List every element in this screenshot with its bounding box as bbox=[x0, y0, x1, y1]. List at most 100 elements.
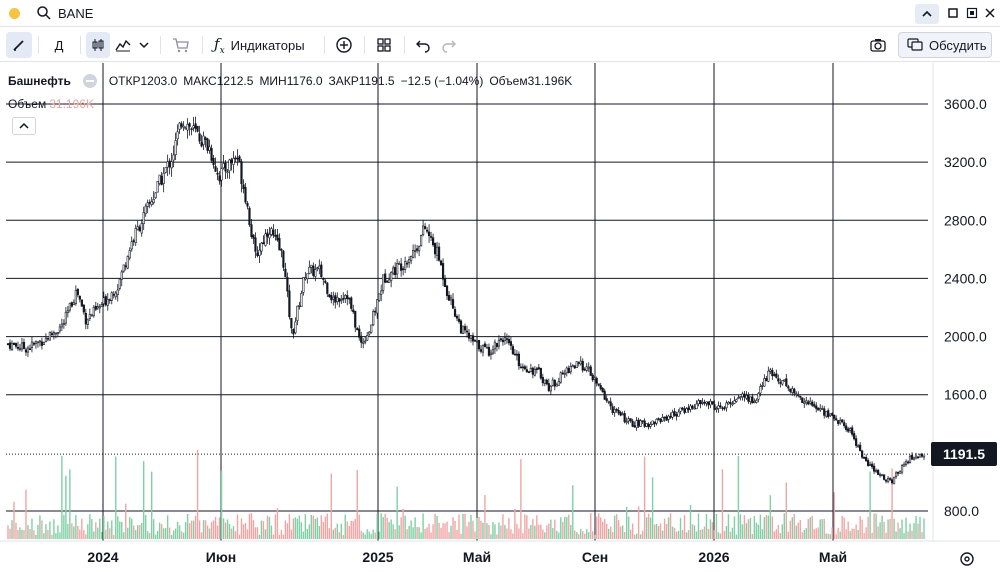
price-chart[interactable]: 3600.0 3200.0 2800.0 2400.0 2000.0 1600.0 800.… bbox=[0, 63, 1000, 572]
candle bbox=[448, 291, 450, 301]
candle bbox=[460, 319, 462, 333]
timeframe-button[interactable]: Д bbox=[46, 32, 72, 58]
volume-bar bbox=[640, 534, 641, 539]
indicators-button[interactable]: ƒx Индикаторы bbox=[210, 32, 318, 58]
candle bbox=[903, 462, 905, 467]
drawing-tool-button[interactable] bbox=[6, 32, 32, 58]
volume-bar bbox=[710, 519, 711, 539]
volume-bar bbox=[832, 527, 833, 539]
volume-bar bbox=[764, 517, 765, 539]
candle bbox=[368, 331, 370, 336]
candle bbox=[778, 375, 780, 385]
volume-bar bbox=[861, 520, 862, 539]
fullscreen-button[interactable] bbox=[964, 5, 980, 21]
volume-bar bbox=[426, 527, 427, 539]
candle bbox=[117, 284, 119, 301]
volume-bar bbox=[229, 524, 230, 539]
candle bbox=[682, 407, 684, 411]
restore-button[interactable] bbox=[945, 5, 961, 21]
volume-bar bbox=[903, 533, 904, 539]
time-tick-label: 2024 bbox=[87, 549, 118, 565]
redo-button[interactable] bbox=[438, 32, 460, 58]
volume-bar bbox=[321, 515, 322, 539]
volume-bar bbox=[865, 527, 866, 539]
candle bbox=[338, 298, 340, 307]
volume-bar bbox=[121, 522, 122, 539]
volume-bar bbox=[632, 524, 633, 539]
volume-bar bbox=[438, 523, 439, 539]
volume-bar bbox=[261, 521, 262, 539]
candle bbox=[410, 255, 412, 264]
volume-bar bbox=[125, 504, 126, 539]
volume-bar bbox=[919, 517, 920, 539]
volume-bar bbox=[139, 525, 140, 539]
area-chart-type-button[interactable] bbox=[112, 32, 134, 58]
candle bbox=[13, 342, 15, 345]
candle bbox=[61, 319, 63, 331]
volume-bar bbox=[87, 524, 88, 539]
volume-bar bbox=[412, 527, 413, 539]
candle bbox=[782, 380, 784, 386]
candle bbox=[27, 346, 29, 357]
volume-bar bbox=[374, 533, 375, 539]
cart-button[interactable] bbox=[168, 32, 194, 58]
area-chart-icon bbox=[115, 37, 131, 53]
volume-bar bbox=[185, 522, 186, 539]
candle bbox=[799, 396, 801, 400]
ticker-symbol[interactable]: BANE bbox=[58, 6, 93, 21]
volume-bar bbox=[590, 513, 591, 539]
volume-bar bbox=[89, 514, 90, 539]
time-tick-label: Май bbox=[463, 549, 491, 565]
search-icon[interactable] bbox=[36, 5, 52, 21]
candle bbox=[720, 402, 722, 409]
chart-type-dropdown[interactable] bbox=[136, 32, 152, 58]
close-button[interactable] bbox=[982, 5, 998, 21]
volume-bar bbox=[249, 514, 250, 539]
candle bbox=[474, 339, 476, 342]
add-compare-button[interactable] bbox=[332, 32, 356, 58]
collapse-window-button[interactable] bbox=[915, 4, 939, 24]
candle bbox=[478, 340, 480, 352]
volume-bar bbox=[716, 514, 717, 539]
pencil-icon bbox=[12, 38, 26, 52]
remove-series-icon[interactable] bbox=[83, 74, 97, 88]
candle bbox=[670, 413, 672, 419]
candle bbox=[77, 288, 79, 297]
layout-button[interactable] bbox=[372, 32, 396, 58]
toolbar-separator bbox=[202, 36, 203, 54]
candle bbox=[249, 206, 251, 226]
undo-button[interactable] bbox=[412, 32, 434, 58]
discuss-button[interactable]: Обсудить bbox=[898, 32, 992, 58]
candles-chart-type-button[interactable] bbox=[86, 32, 110, 58]
volume-bar bbox=[830, 534, 831, 539]
candle bbox=[247, 201, 249, 209]
volume-bar bbox=[111, 520, 112, 539]
camera-icon bbox=[869, 37, 887, 53]
settings-icon[interactable] bbox=[958, 550, 976, 568]
volume-bar bbox=[345, 515, 346, 539]
maximize-icon bbox=[966, 7, 978, 19]
candle bbox=[606, 395, 608, 402]
candle bbox=[285, 263, 287, 277]
volume-bar bbox=[444, 523, 445, 539]
volume-bar bbox=[732, 528, 733, 539]
volume-bar bbox=[584, 534, 585, 539]
collapse-legend-button[interactable] bbox=[12, 117, 36, 135]
price-tick-label: 3600.0 bbox=[944, 96, 987, 112]
candle bbox=[772, 368, 774, 380]
candle bbox=[215, 158, 217, 173]
volume-bar bbox=[796, 526, 797, 539]
candle bbox=[191, 127, 193, 135]
candle bbox=[668, 415, 670, 423]
volume-bar bbox=[129, 517, 130, 539]
volume-bar bbox=[169, 527, 170, 539]
candle bbox=[119, 279, 121, 291]
candle bbox=[805, 397, 807, 406]
screenshot-button[interactable] bbox=[866, 32, 890, 58]
candle bbox=[67, 306, 69, 317]
candle bbox=[207, 138, 209, 154]
volume-legend-value: 31.196K bbox=[49, 97, 94, 111]
discuss-label: Обсудить bbox=[929, 38, 987, 53]
candle bbox=[706, 401, 708, 406]
volume-bar bbox=[173, 530, 174, 539]
